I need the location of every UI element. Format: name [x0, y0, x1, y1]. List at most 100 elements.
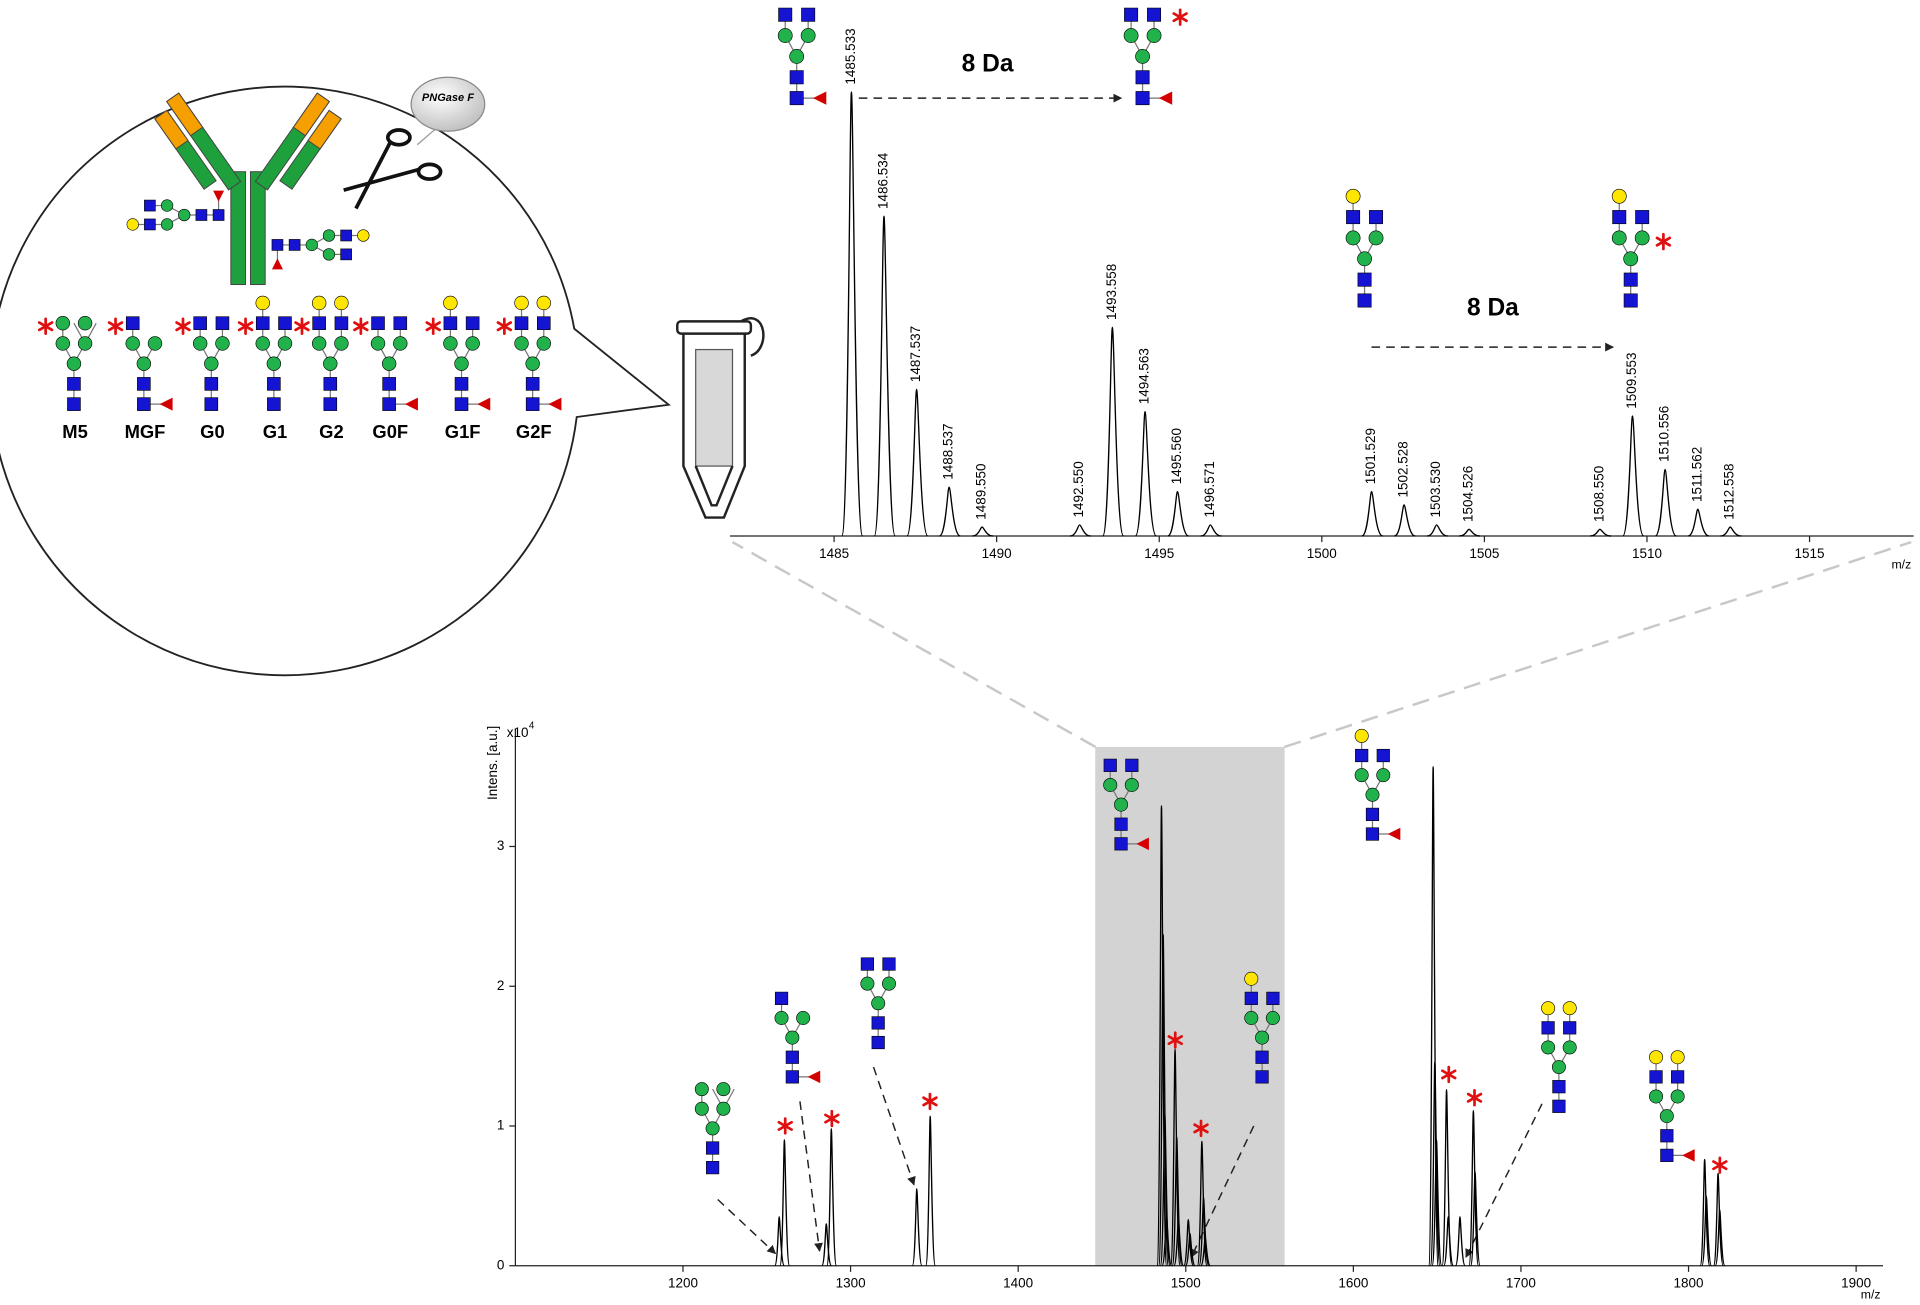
glcnac	[789, 91, 804, 106]
peak-label: 1502.528	[1396, 441, 1411, 497]
peak	[1443, 1216, 1455, 1267]
asterisk-stroke	[237, 321, 254, 332]
glycan-name: G0F	[372, 421, 408, 442]
hexose	[1114, 797, 1129, 812]
x-tick-label: 1490	[982, 546, 1012, 561]
hexose	[255, 336, 270, 351]
glycan	[192, 316, 230, 411]
peak	[1429, 1061, 1441, 1267]
glcnac	[204, 397, 219, 411]
hexose	[465, 336, 480, 351]
y-tick-label: 3	[497, 838, 504, 853]
hexose	[1623, 251, 1639, 267]
peak-label: 1493.558	[1104, 264, 1119, 320]
peak	[1169, 1048, 1181, 1267]
glcnac	[1660, 1129, 1674, 1143]
hexose	[443, 336, 458, 351]
glycan-name: MGF	[125, 421, 166, 442]
glcnac	[1552, 1080, 1566, 1094]
glcnac	[267, 377, 281, 391]
glcnac	[312, 316, 326, 330]
hexose	[1123, 28, 1139, 43]
glcnac	[204, 377, 219, 391]
hexose	[536, 295, 551, 311]
peak	[925, 1115, 936, 1267]
glcnac	[1114, 837, 1128, 851]
glcnac	[514, 316, 529, 330]
glcnac	[785, 1070, 799, 1084]
peak-label: 1496.571	[1202, 461, 1217, 517]
glcnac	[334, 316, 349, 330]
x-tick-label: 1485	[819, 546, 849, 561]
hexose	[1146, 28, 1162, 43]
peak	[1468, 1109, 1480, 1267]
peak	[1714, 1209, 1726, 1267]
glcnac	[443, 316, 458, 330]
peak	[1431, 1139, 1443, 1267]
asterisk	[107, 317, 124, 335]
peak	[1200, 524, 1222, 537]
peak	[938, 486, 961, 537]
peak	[1184, 1232, 1196, 1267]
hexose	[255, 295, 270, 311]
glycan-name: G1	[263, 421, 288, 442]
peak	[774, 1216, 785, 1267]
peak	[826, 1128, 838, 1267]
peak-label: 1494.563	[1137, 348, 1152, 404]
hexose	[1649, 1050, 1664, 1065]
hexose	[1368, 230, 1384, 246]
peak	[1394, 504, 1416, 537]
hexose	[525, 356, 540, 371]
y-multiplier: x10	[507, 725, 529, 740]
hexose	[777, 28, 793, 43]
glycan	[126, 190, 225, 231]
tube	[676, 317, 765, 519]
glcnac	[340, 229, 352, 242]
asterisk-stroke	[1167, 1035, 1183, 1046]
peak	[1426, 524, 1448, 537]
glcnac	[1376, 748, 1390, 763]
hexose	[1255, 1030, 1270, 1045]
hexose	[126, 218, 139, 231]
hexose	[796, 1011, 811, 1025]
glcnac	[1635, 210, 1650, 225]
asterisk	[353, 317, 369, 335]
glycan	[370, 316, 418, 411]
glcnac	[1125, 758, 1139, 772]
y-multiplier-exponent: 4	[529, 721, 535, 732]
asterisk	[37, 317, 54, 335]
peak-label: 1489.550	[974, 463, 989, 519]
glcnac	[1623, 293, 1638, 308]
peak	[779, 1139, 791, 1267]
hexose	[1634, 230, 1650, 246]
glcnac	[1135, 70, 1150, 85]
hexose	[800, 28, 816, 43]
asterisk-stroke	[496, 321, 513, 332]
glcnac	[382, 397, 396, 411]
hexose	[55, 336, 70, 351]
glcnac	[706, 1161, 720, 1175]
asterisk-stroke	[37, 321, 54, 332]
hexose	[694, 1082, 709, 1097]
glcnac	[1355, 748, 1369, 763]
x-tick-label: 1510	[1632, 546, 1662, 561]
x-tick-label: 1515	[1795, 546, 1825, 561]
hexose	[334, 336, 349, 351]
antibody	[154, 92, 342, 286]
hexose	[1354, 768, 1369, 783]
glcnac	[1623, 272, 1638, 287]
y-tick-label: 0	[497, 1257, 504, 1272]
glcnac	[271, 239, 284, 251]
x-tick-label: 1400	[1003, 1276, 1033, 1291]
asterisk	[824, 1109, 840, 1128]
hexose	[785, 1030, 800, 1045]
glycan	[514, 295, 562, 411]
glycan	[1345, 188, 1384, 308]
glcnac	[1369, 210, 1384, 225]
glcnac	[137, 377, 151, 391]
glycan-name: G2	[319, 421, 344, 442]
asterisk-stroke	[1655, 236, 1672, 247]
hexose	[1345, 188, 1361, 204]
glycan	[255, 295, 293, 411]
